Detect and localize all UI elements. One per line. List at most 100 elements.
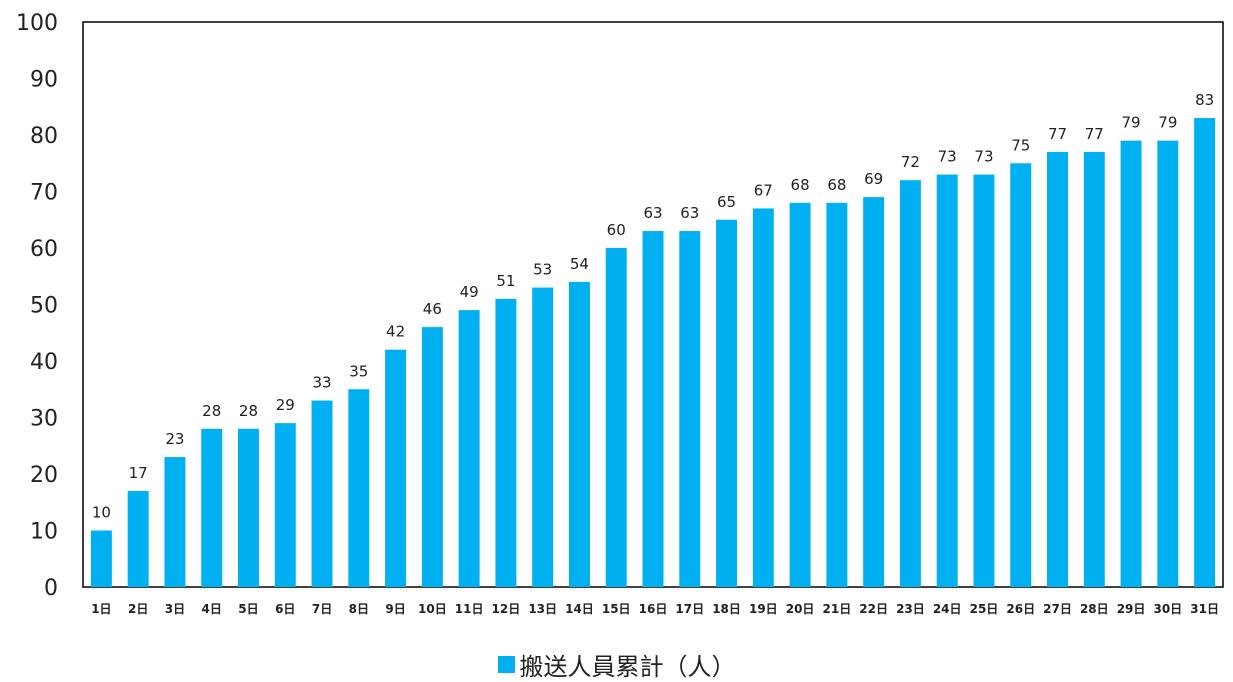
data-label: 60 [607,221,626,239]
data-label: 17 [129,464,148,482]
x-tick-label: 25日 [970,602,999,616]
data-label: 35 [349,362,368,380]
data-label: 77 [1085,125,1104,143]
data-label: 75 [1011,136,1030,154]
x-tick-label: 15日 [602,602,631,616]
bar [348,389,370,587]
x-tick-label: 23日 [896,602,925,616]
y-tick-label: 90 [30,68,58,93]
data-label: 72 [901,153,920,171]
x-tick-label: 3日 [165,602,185,616]
x-tick-label: 17日 [675,602,704,616]
data-label: 73 [938,148,957,166]
x-tick-label: 28日 [1080,602,1109,616]
data-label: 49 [460,283,479,301]
x-tick-label: 18日 [712,602,741,616]
y-tick-label: 30 [30,407,58,432]
bar [458,310,480,587]
x-tick-label: 1日 [91,602,111,616]
bar [1047,151,1068,587]
data-label: 42 [386,323,405,341]
data-label: 10 [92,504,111,522]
bar [274,423,296,587]
data-label: 28 [202,402,221,420]
bar [164,457,186,587]
bar [385,349,407,587]
x-tick-label: 13日 [528,602,557,616]
bar [90,530,112,587]
x-tick-label: 24日 [933,602,962,616]
data-label: 79 [1158,114,1177,132]
x-tick-label: 27日 [1043,602,1072,616]
x-tick-label: 2日 [128,602,148,616]
y-tick-label: 60 [30,237,58,262]
data-label: 83 [1195,91,1214,109]
bar [1157,140,1179,587]
data-label: 79 [1122,114,1141,132]
x-tick-label: 22日 [859,602,888,616]
bar [973,174,995,588]
x-tick-label: 5日 [238,602,258,616]
y-tick-label: 80 [30,124,58,149]
bar [1120,140,1142,587]
x-tick-label: 6日 [275,602,295,616]
bar [863,197,885,587]
data-label: 23 [165,430,184,448]
bar [752,208,774,587]
bar [899,180,921,587]
bar [311,400,333,587]
x-tick-label: 16日 [639,602,668,616]
bar [201,428,223,587]
x-tick-label: 19日 [749,602,778,616]
data-label: 77 [1048,125,1067,143]
data-label: 51 [496,272,515,290]
data-label: 28 [239,402,258,420]
x-tick-label: 26日 [1006,602,1035,616]
x-tick-label: 29日 [1117,602,1146,616]
y-tick-label: 40 [30,350,58,375]
x-tick-label: 30日 [1153,602,1182,616]
data-label: 29 [276,396,295,414]
bar [716,219,738,587]
y-tick-label: 100 [16,11,58,36]
bar [1194,118,1216,588]
bar [826,202,848,588]
bar [238,428,259,587]
data-label: 69 [864,170,883,188]
y-tick-label: 0 [44,576,58,601]
data-label: 33 [312,374,331,392]
x-tick-label: 21日 [823,602,852,616]
y-tick-label: 50 [30,294,58,319]
bar [679,231,701,588]
x-tick-label: 11日 [455,602,484,616]
x-tick-label: 31日 [1190,602,1219,616]
data-label: 73 [974,148,993,166]
x-tick-label: 8日 [349,602,369,616]
bar [1010,163,1032,587]
y-axis: 0 10 20 30 40 50 60 70 80 90 100 [16,11,58,601]
bars [90,118,1216,588]
x-tick-label: 20日 [786,602,815,616]
x-tick-label: 7日 [312,602,332,616]
data-labels: 10 17 23 28 28 29 33 35 42 46 49 51 53 54 60 63 63 65 67 68… [92,91,1214,521]
legend-item: 搬送人員累計（人） [497,647,736,682]
data-label: 54 [570,255,589,273]
x-tick-label: 4日 [202,602,222,616]
y-tick-label: 70 [30,181,58,206]
legend: 搬送人員累計（人） [0,646,1233,682]
data-label: 68 [791,176,810,194]
x-tick-label: 12日 [492,602,521,616]
bar [421,327,443,587]
x-axis: 1日 2日 3日 4日 5日 6日 7日 8日 9日 10日 11日 12日 13日 14日 15日 16日 1… [91,602,1219,616]
x-tick-label: 10日 [418,602,447,616]
data-label: 65 [717,193,736,211]
data-label: 68 [827,176,846,194]
legend-label: 搬送人員累計（人） [519,652,736,681]
bar [789,202,811,588]
bar [936,174,958,588]
data-label: 63 [680,204,699,222]
bar [642,231,664,588]
bar [127,490,149,587]
x-tick-label: 14日 [565,602,594,616]
